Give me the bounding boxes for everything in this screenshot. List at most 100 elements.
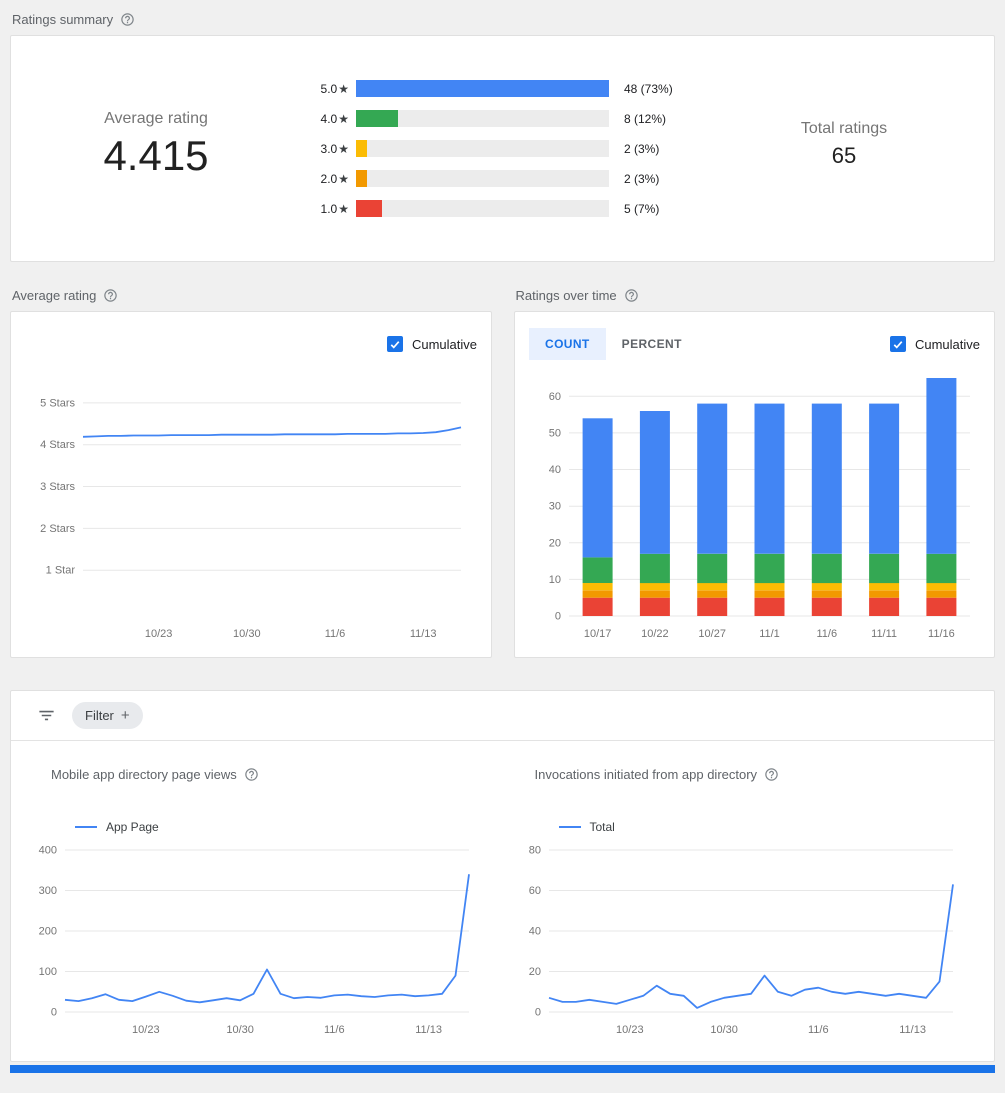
invocations-chart-block: Invocations initiated from app directory… [503, 741, 987, 1045]
svg-text:10/22: 10/22 [641, 628, 669, 640]
page-views-legend-label: App Page [106, 820, 159, 834]
star-icon: ★ [338, 81, 349, 96]
rating-star-label: 3.0★ [320, 141, 349, 156]
svg-text:11/11: 11/11 [871, 628, 897, 640]
ratings-over-time-topbar: COUNT PERCENT Cumulative [529, 326, 980, 362]
rating-distribution-row: 5.0★ 48 (73%) [309, 80, 686, 97]
star-icon: ★ [338, 141, 349, 156]
count-percent-tabs: COUNT PERCENT [529, 328, 698, 360]
svg-text:80: 80 [528, 845, 540, 857]
svg-text:400: 400 [39, 845, 57, 857]
ratings-over-time-chart-card: COUNT PERCENT Cumulative 0 10 20 30 40 50 60 10… [514, 311, 995, 658]
svg-text:40: 40 [528, 926, 540, 938]
rating-count-label: 2 (3%) [624, 141, 660, 156]
svg-text:10/30: 10/30 [226, 1024, 254, 1036]
svg-text:1 Star: 1 Star [46, 565, 76, 577]
help-icon[interactable] [120, 12, 135, 27]
svg-text:50: 50 [549, 427, 561, 439]
svg-text:10/17: 10/17 [584, 628, 612, 640]
rating-star-label: 5.0★ [320, 81, 349, 96]
average-rating-value: 4.415 [103, 131, 209, 179]
average-rating-chart-card: Cumulative 5 Stars 4 Stars 3 Stars 2 Stars 1… [10, 311, 492, 658]
svg-text:100: 100 [39, 966, 57, 978]
page-views-legend: App Page [75, 820, 493, 834]
filter-row: Filter + [11, 691, 994, 741]
rating-count-label: 8 (12%) [624, 111, 667, 126]
svg-text:11/13: 11/13 [415, 1024, 442, 1036]
svg-text:11/6: 11/6 [817, 628, 838, 640]
bottom-blue-bar [10, 1065, 995, 1073]
rating-bar-fill [356, 200, 383, 217]
rating-star-label: 4.0★ [320, 111, 349, 126]
invocations-title-label: Invocations initiated from app directory [534, 767, 758, 782]
cumulative-checkbox-over-time[interactable]: Cumulative [889, 336, 980, 352]
rating-distribution-row: 3.0★ 2 (3%) [309, 140, 686, 157]
star-icon: ★ [338, 111, 349, 126]
bottom-charts: Mobile app directory page views App Page… [11, 741, 994, 1045]
filter-chip[interactable]: Filter + [72, 702, 143, 729]
svg-text:20: 20 [549, 537, 561, 549]
average-rating-header-label: Average rating [12, 288, 97, 303]
rating-distribution-row: 2.0★ 2 (3%) [309, 170, 686, 187]
svg-text:20: 20 [528, 966, 540, 978]
svg-text:11/16: 11/16 [928, 628, 955, 640]
rating-bar-track [356, 110, 609, 127]
total-ratings-label: Total ratings [800, 120, 888, 137]
svg-text:11/6: 11/6 [324, 1024, 345, 1036]
cumulative-label: Cumulative [914, 336, 980, 352]
tab-percent[interactable]: PERCENT [621, 337, 682, 351]
tab-count[interactable]: COUNT [529, 328, 606, 360]
svg-text:60: 60 [549, 391, 561, 403]
filter-chip-label: Filter [85, 708, 114, 723]
page-views-title-label: Mobile app directory page views [51, 767, 237, 782]
svg-text:11/13: 11/13 [410, 628, 437, 640]
chart-section-headers: Average rating Ratings over time [10, 280, 995, 311]
svg-text:200: 200 [39, 926, 57, 938]
rating-count-label: 2 (3%) [624, 171, 660, 186]
page-views-chart: 0 100 200 300 400 10/23 10/30 11/6 11/13 [39, 845, 470, 1036]
average-rating-chart-topbar: Cumulative [25, 326, 477, 362]
rating-star-label: 2.0★ [320, 171, 349, 186]
checkbox-icon [386, 336, 403, 352]
page-views-legend-swatch [75, 826, 97, 828]
ratings-over-time-chart: 0 10 20 30 40 50 60 10/17 10/22 10/27 11/1 11/6 11/1… [549, 378, 970, 640]
average-rating-block: Average rating 4.415 [11, 110, 301, 180]
ratings-summary-header: Ratings summary [10, 4, 995, 35]
cumulative-checkbox-average[interactable]: Cumulative [386, 336, 477, 352]
svg-text:10/30: 10/30 [710, 1024, 738, 1036]
svg-text:0: 0 [534, 1007, 540, 1019]
page-views-chart-block: Mobile app directory page views App Page… [19, 741, 503, 1045]
svg-text:10/23: 10/23 [132, 1024, 160, 1036]
average-rating-chart: 5 Stars 4 Stars 3 Stars 2 Stars 1 Star 10/23 1… [40, 397, 462, 640]
svg-text:4 Stars: 4 Stars [40, 439, 75, 451]
plus-icon: + [120, 707, 130, 724]
svg-text:300: 300 [39, 885, 57, 897]
help-icon[interactable] [103, 288, 118, 303]
help-icon[interactable] [244, 767, 259, 782]
invocations-legend-swatch [558, 826, 581, 828]
ratings-summary-card: Average rating 4.415 5.0★ 48 (73%) 4.0★ 8 (… [10, 35, 995, 262]
rating-bar-track [356, 200, 609, 217]
help-icon[interactable] [624, 288, 639, 303]
svg-text:5 Stars: 5 Stars [40, 397, 75, 409]
rating-bar-fill [356, 110, 399, 127]
charts-row: Cumulative 5 Stars 4 Stars 3 Stars 2 Stars 1… [10, 311, 995, 658]
rating-count-label: 5 (7%) [624, 201, 660, 216]
cumulative-label: Cumulative [411, 336, 477, 352]
ratings-over-time-header: Ratings over time [514, 280, 996, 311]
svg-text:0: 0 [555, 611, 561, 623]
filter-list-icon[interactable] [37, 706, 56, 725]
rating-count-label: 48 (73%) [624, 81, 673, 96]
svg-text:11/6: 11/6 [325, 628, 346, 640]
help-icon[interactable] [764, 767, 779, 782]
invocations-legend-label: Total [589, 820, 615, 834]
average-rating-label: Average rating [104, 109, 208, 127]
rating-star-label: 1.0★ [320, 201, 349, 216]
svg-text:3 Stars: 3 Stars [40, 481, 75, 493]
rating-bar-fill [356, 170, 367, 187]
checkbox-icon [889, 336, 906, 352]
page-views-title: Mobile app directory page views [51, 767, 493, 782]
rating-distribution-row: 4.0★ 8 (12%) [309, 110, 686, 127]
ratings-summary-label: Ratings summary [12, 12, 114, 27]
